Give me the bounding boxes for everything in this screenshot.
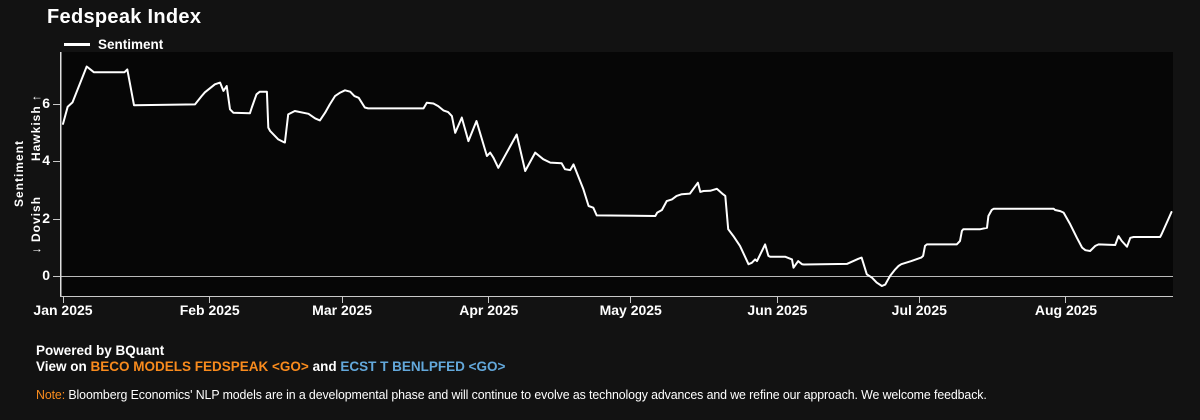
note-text: Bloomberg Economics' NLP models are in a… — [65, 387, 987, 402]
plot-area — [60, 52, 1173, 297]
beco-models-fedspeak-link[interactable]: BECO MODELS FEDSPEAK <GO> — [90, 359, 309, 374]
powered-by-text: Powered by BQuant — [36, 343, 165, 358]
chart-title: Fedspeak Index — [47, 6, 202, 28]
y-axis-title: Sentiment — [12, 140, 26, 208]
x-label-jan-2025: Jan 2025 — [33, 302, 93, 318]
and-text: and — [308, 359, 341, 374]
y-label-6: 6 — [42, 94, 50, 111]
x-label-aug-2025: Aug 2025 — [1034, 302, 1098, 318]
ecst-benlpfed-link[interactable]: ECST T BENLPFED <GO> — [340, 359, 506, 374]
y-tick-4 — [53, 161, 60, 163]
y-tick-0 — [53, 276, 60, 277]
x-tick-may-2025 — [630, 297, 632, 303]
x-label-may-2025: May 2025 — [599, 302, 662, 318]
note-label: Note: — [36, 387, 66, 402]
legend-line-swatch — [64, 43, 90, 46]
x-label-jun-2025: Jun 2025 — [747, 302, 808, 318]
x-axis-baseline — [60, 296, 1173, 297]
x-tick-jun-2025 — [776, 297, 778, 303]
x-label-jul-2025: Jul 2025 — [891, 302, 947, 318]
x-label-apr-2025: Apr 2025 — [459, 302, 519, 318]
x-tick-mar-2025 — [341, 297, 343, 303]
legend[interactable]: Sentiment — [64, 37, 163, 52]
x-tick-jan-2025 — [62, 297, 64, 303]
x-label-feb-2025: Feb 2025 — [179, 302, 240, 318]
y-tick-2 — [53, 218, 60, 220]
y-label-2: 2 — [42, 209, 50, 226]
sentiment-line-chart — [60, 52, 1173, 297]
y-label-4: 4 — [42, 152, 50, 169]
x-tick-jul-2025 — [918, 297, 920, 303]
x-tick-apr-2025 — [488, 297, 490, 303]
legend-label: Sentiment — [98, 37, 164, 52]
note-line: Note: Bloomberg Economics' NLP models ar… — [36, 387, 987, 402]
x-tick-feb-2025 — [209, 297, 211, 303]
x-label-mar-2025: Mar 2025 — [312, 302, 373, 318]
view-on-line: View on BECO MODELS FEDSPEAK <GO> and EC… — [36, 359, 505, 374]
y-tick-6 — [53, 103, 60, 105]
x-tick-aug-2025 — [1065, 297, 1067, 303]
view-on-prefix: View on — [36, 359, 91, 374]
y-label-0: 0 — [42, 267, 50, 283]
series-line-sentiment — [62, 65, 1173, 287]
